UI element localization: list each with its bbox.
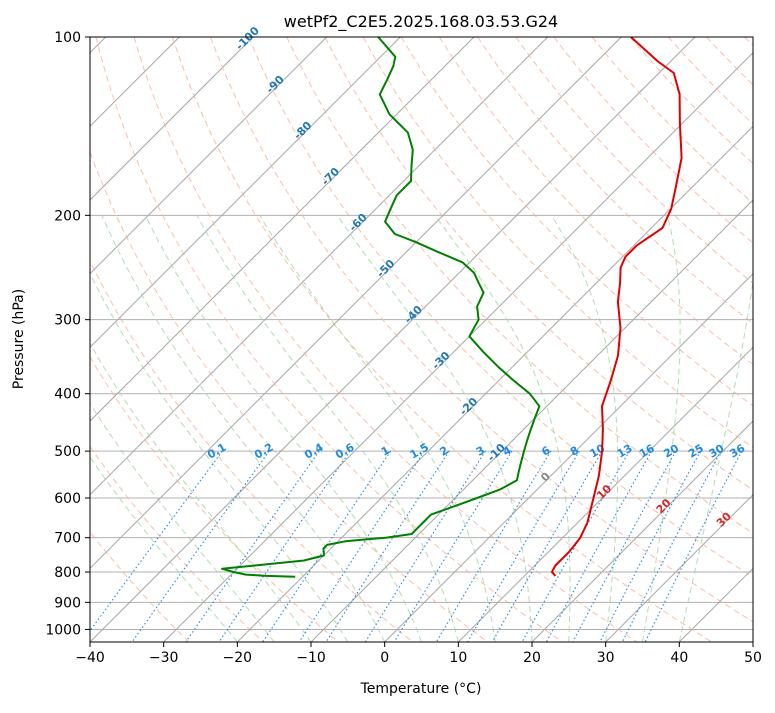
x-tick-label: −10	[296, 650, 326, 666]
y-tick-label: 300	[54, 313, 81, 329]
y-tick-label: 500	[54, 444, 81, 460]
x-tick-label: 40	[670, 650, 688, 666]
y-tick-label: 100	[54, 30, 81, 46]
x-tick-label: −20	[223, 650, 253, 666]
isotherm-line	[753, 37, 775, 642]
y-tick-label: 900	[54, 595, 81, 611]
y-tick-label: 800	[54, 565, 81, 581]
chart-title: wetPf2_C2E5.2025.168.03.53.G24	[284, 12, 558, 32]
y-tick-label: 600	[54, 491, 81, 507]
y-tick-label: 700	[54, 531, 81, 547]
x-tick-label: 20	[523, 650, 541, 666]
y-tick-label: 400	[54, 387, 81, 403]
y-axis-label: Pressure (hPa)	[11, 289, 27, 389]
x-tick-label: 0	[380, 650, 389, 666]
x-axis-label: Temperature (°C)	[360, 681, 482, 697]
x-tick-label: −40	[75, 650, 105, 666]
x-tick-label: 10	[449, 650, 467, 666]
plot-background	[90, 37, 753, 642]
x-tick-label: 30	[597, 650, 615, 666]
x-axis-ticks: −40 −30 −20 −10 0 10 20 30 40 50	[75, 642, 762, 666]
y-axis-ticks: 100 200 300 400 500 600 700 800 900 1000	[45, 30, 90, 638]
y-tick-label: 1000	[45, 622, 81, 638]
x-tick-label: 50	[744, 650, 762, 666]
x-tick-label: −30	[149, 650, 179, 666]
y-tick-label: 200	[54, 208, 81, 224]
